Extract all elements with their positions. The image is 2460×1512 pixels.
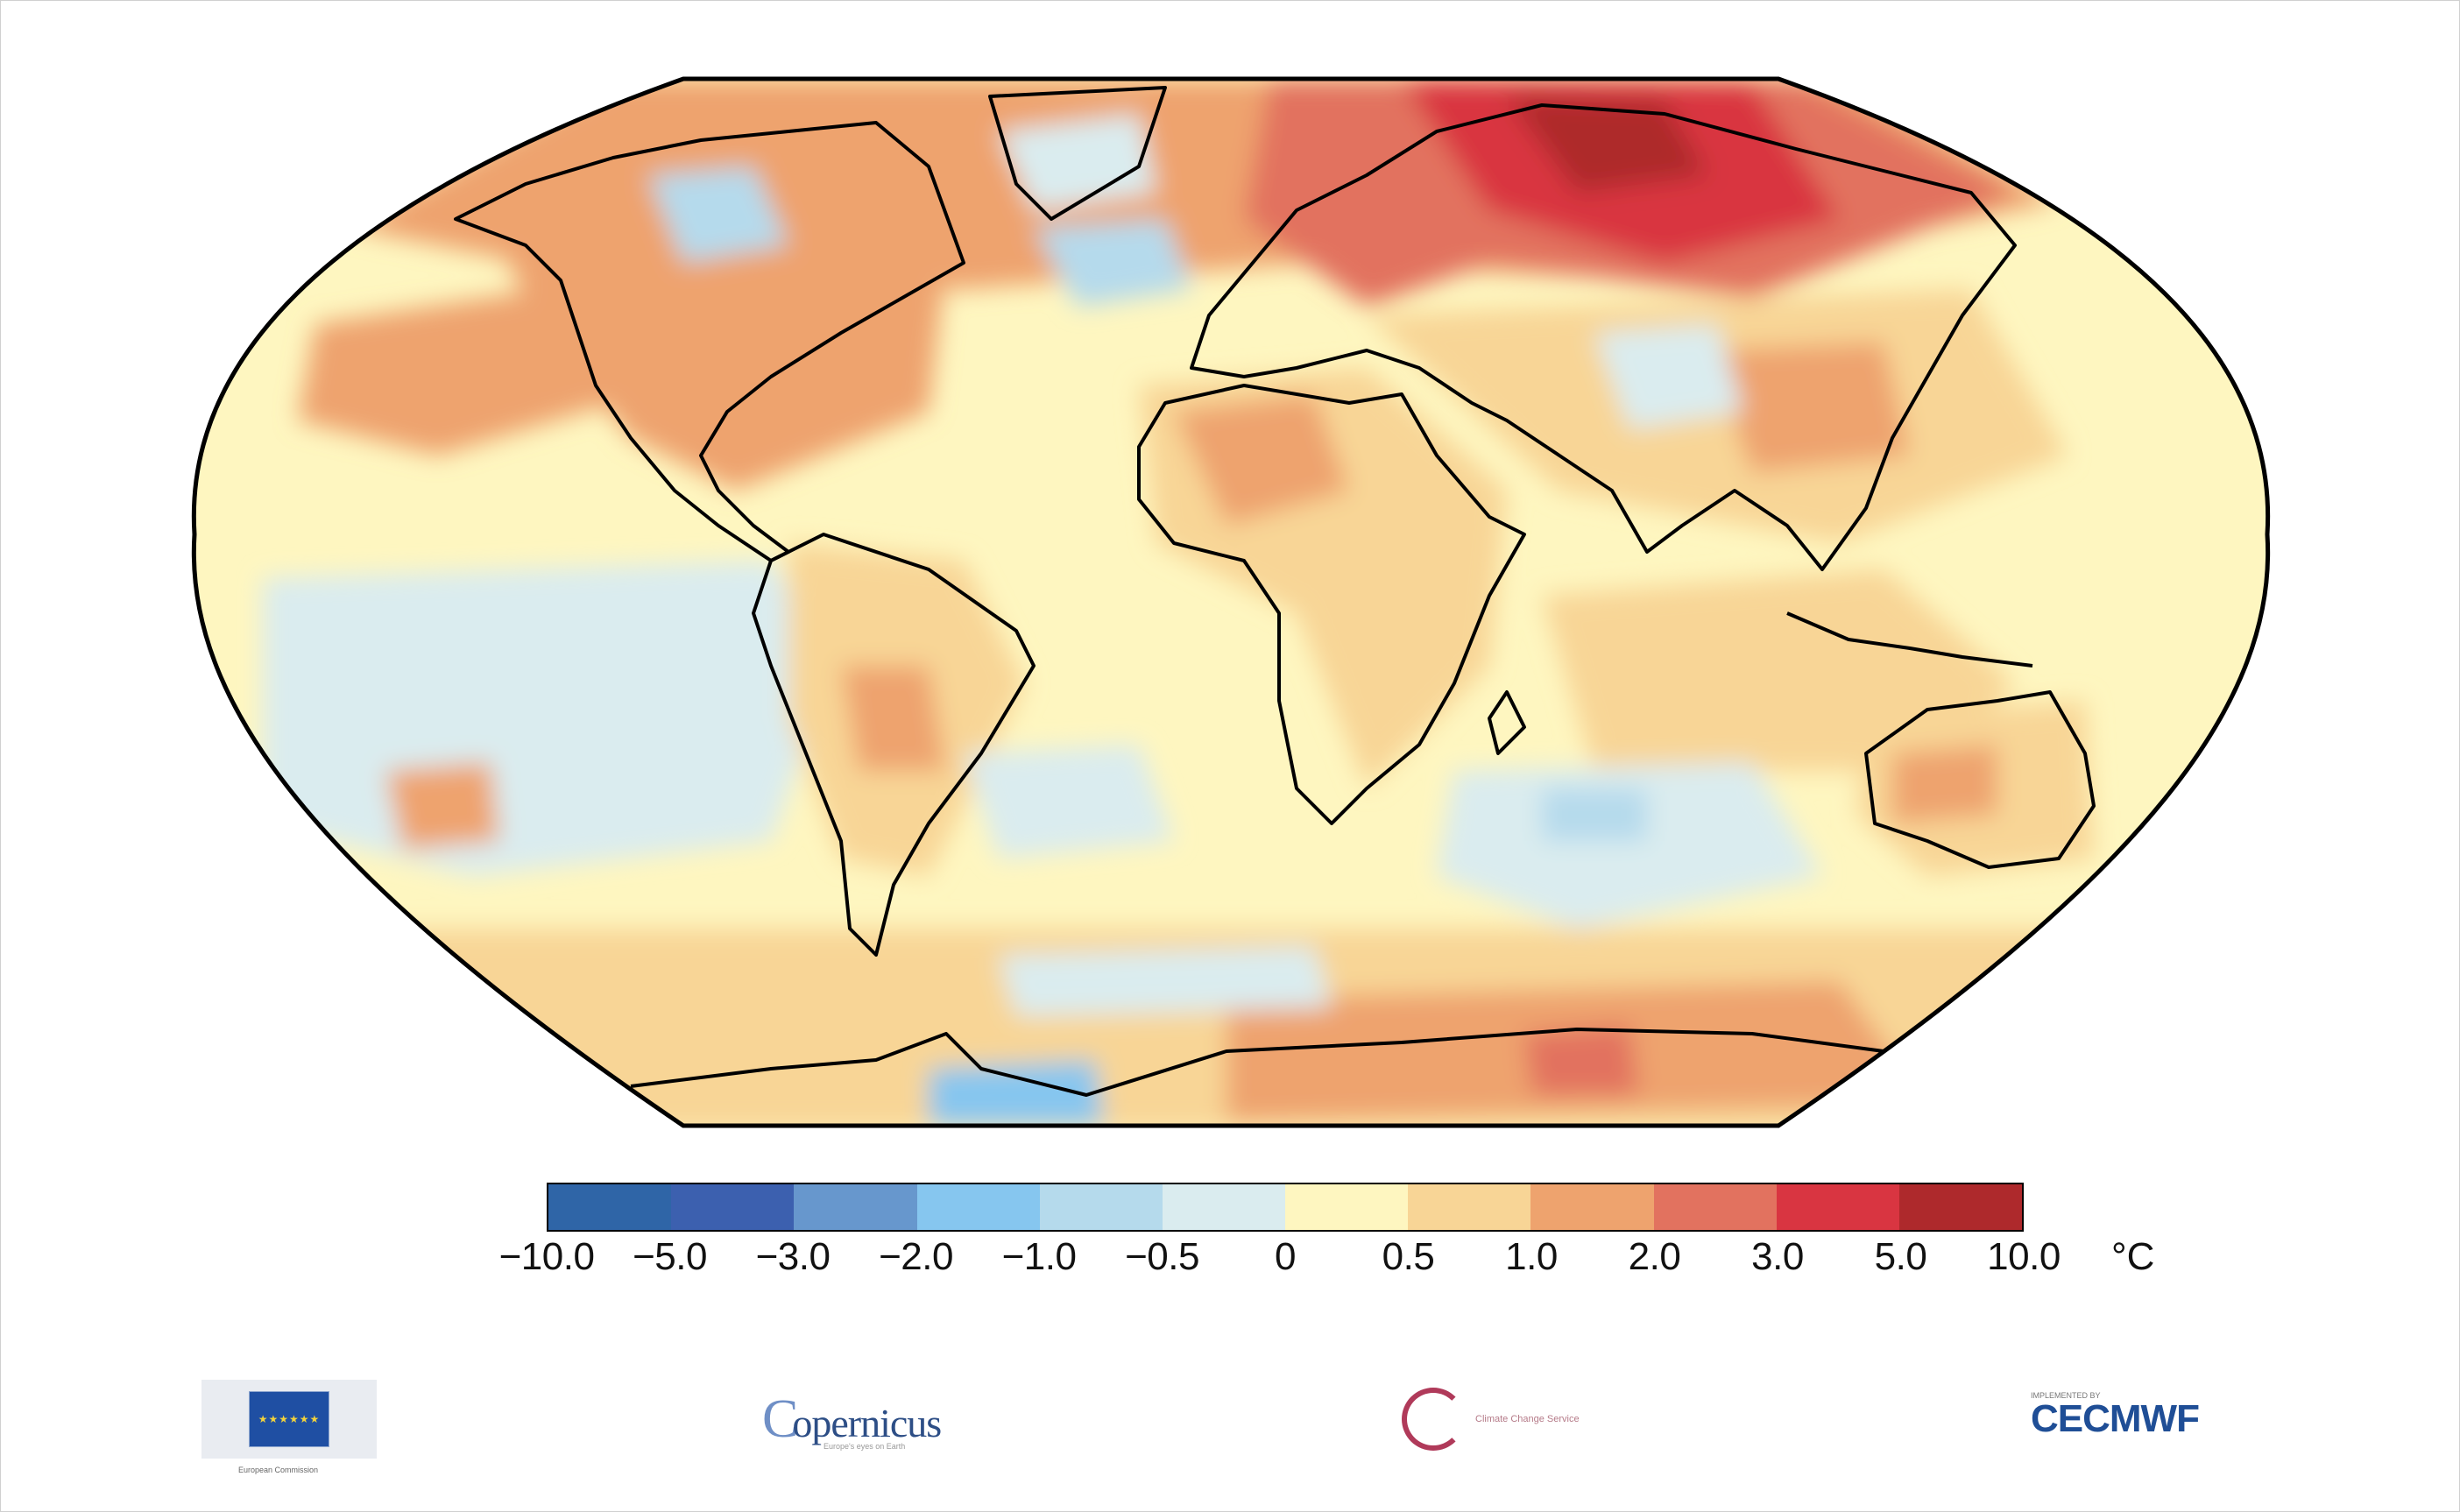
anomaly-patch bbox=[298, 289, 613, 456]
eu-logo: ★★★★★★ European Commission bbox=[201, 1367, 377, 1474]
colorbar-tick-label: −10.0 bbox=[498, 1235, 595, 1278]
anomaly-map bbox=[191, 76, 2271, 1128]
colorbar-tick-label: −3.0 bbox=[755, 1235, 831, 1278]
anomaly-patch bbox=[1892, 745, 1997, 823]
map-svg bbox=[191, 76, 2271, 1128]
colorbar-unit: °C bbox=[2111, 1235, 2155, 1278]
colorbar-segment bbox=[1162, 1184, 1286, 1230]
colorbar-tick-label: 2.0 bbox=[1628, 1235, 1681, 1278]
c3s-text: Climate Change Service bbox=[1475, 1413, 1580, 1424]
colorbar bbox=[547, 1183, 2024, 1232]
colorbar-tick-label: −0.5 bbox=[1125, 1235, 1199, 1278]
anomaly-patch bbox=[841, 666, 946, 771]
colorbar-tick-label: −1.0 bbox=[1001, 1235, 1077, 1278]
ecmwf-caption: IMPLEMENTED BY bbox=[2031, 1391, 2101, 1400]
colorbar-tick-label: 5.0 bbox=[1874, 1235, 1927, 1278]
anomaly-patch bbox=[648, 166, 788, 263]
ecmwf-logo: IMPLEMENTED BY CECMWF bbox=[2031, 1367, 2200, 1472]
eu-stars: ★★★★★★ bbox=[258, 1413, 321, 1425]
colorbar-segment bbox=[1898, 1184, 2023, 1230]
coastline-south-america bbox=[752, 533, 1036, 957]
colorbar-tick-label: 10.0 bbox=[1987, 1235, 2061, 1278]
colorbar-tick-label: 0.5 bbox=[1382, 1235, 1435, 1278]
colorbar-segment bbox=[548, 1184, 672, 1230]
colorbar-segment bbox=[671, 1184, 795, 1230]
anomaly-patch bbox=[1034, 219, 1191, 307]
anomaly-patch bbox=[1174, 394, 1349, 526]
anomaly-patch bbox=[263, 561, 832, 876]
coastline-indonesia bbox=[1786, 611, 2033, 668]
anomaly-patch bbox=[1367, 289, 2068, 543]
colorbar-segment bbox=[794, 1184, 917, 1230]
coastline-madagascar bbox=[1488, 690, 1526, 755]
anomaly-patch bbox=[1542, 788, 1647, 841]
colorbar-ticks: −10.0 −5.0 −3.0 −2.0 −1.0 −0.5 0 0.5 1.0 2.0 3.0 5.… bbox=[0, 1235, 2460, 1279]
anomaly-patch bbox=[1507, 96, 1708, 193]
colorbar-segment bbox=[1285, 1184, 1409, 1230]
eu-panel: ★★★★★★ European Commission bbox=[201, 1380, 377, 1474]
colorbar-segment bbox=[1039, 1184, 1163, 1230]
colorbar-tick-label: −5.0 bbox=[633, 1235, 707, 1278]
coastline-north-america bbox=[454, 121, 965, 562]
c3s-icon bbox=[1402, 1388, 1465, 1451]
anomaly-field bbox=[263, 79, 2146, 1126]
anomaly-patch bbox=[929, 1060, 1104, 1126]
anomaly-patch bbox=[1524, 1025, 1638, 1095]
coastline-africa bbox=[1137, 384, 1526, 825]
eu-flag-icon: ★★★★★★ bbox=[249, 1391, 329, 1447]
anomaly-patch bbox=[491, 193, 946, 491]
anomaly-patch bbox=[999, 946, 1332, 1016]
coastline-australia bbox=[1864, 690, 2096, 869]
copernicus-caption: Europe's eyes on Earth bbox=[824, 1442, 906, 1451]
ecmwf-wordmark: CECMWF bbox=[2031, 1397, 2200, 1440]
colorbar-segment bbox=[1408, 1184, 1531, 1230]
colorbar-segment bbox=[1530, 1184, 1654, 1230]
colorbar-tick-label: 1.0 bbox=[1505, 1235, 1558, 1278]
colorbar-tick-label: 0 bbox=[1275, 1235, 1296, 1278]
anomaly-patch bbox=[999, 114, 1156, 210]
coastline-greenland bbox=[988, 86, 1167, 221]
anomaly-patch bbox=[1708, 342, 1910, 473]
c3s-logo: Climate Change Service bbox=[1402, 1367, 1580, 1472]
colorbar-segment bbox=[1653, 1184, 1777, 1230]
coastline-eurasia bbox=[1190, 103, 2017, 571]
colorbar-tick-label: 3.0 bbox=[1751, 1235, 1804, 1278]
copernicus-wordmark: Copernicus bbox=[762, 1388, 942, 1449]
colorbar-tick-label: −2.0 bbox=[879, 1235, 953, 1278]
anomaly-patch bbox=[1437, 762, 1822, 929]
eu-caption: European Commission bbox=[238, 1466, 319, 1474]
colorbar-segment bbox=[916, 1184, 1040, 1230]
anomaly-patch bbox=[964, 745, 1174, 858]
anomaly-patch bbox=[385, 762, 499, 850]
anomaly-patch bbox=[1594, 324, 1743, 429]
map-frame bbox=[191, 76, 2271, 1128]
copernicus-logo: Copernicus Europe's eyes on Earth bbox=[762, 1367, 942, 1472]
colorbar-segment bbox=[1776, 1184, 1899, 1230]
